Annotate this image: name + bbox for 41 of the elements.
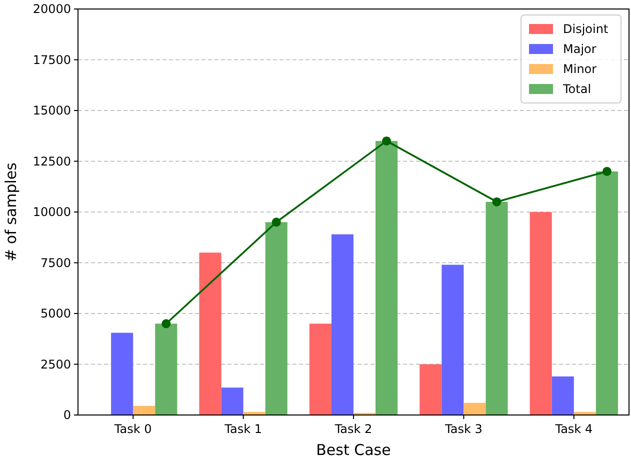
point: [272, 218, 281, 227]
x-tick-label: Task 0: [113, 422, 152, 436]
y-tick-label: 15000: [32, 104, 71, 118]
bar: [265, 222, 288, 415]
bar: [596, 171, 618, 415]
bar: [464, 402, 486, 415]
legend-label: Disjoint: [563, 22, 608, 36]
y-tick-label: 5000: [40, 306, 71, 321]
point: [492, 197, 502, 206]
point: [602, 166, 612, 176]
bar: [111, 332, 134, 415]
bar: [155, 324, 178, 415]
bar: [442, 264, 464, 415]
bar: [133, 406, 156, 415]
y-axis-title: # of samples: [2, 162, 20, 262]
y-tick-label: 17500: [32, 52, 71, 67]
y-tick-label: 12500: [32, 154, 71, 168]
bar: [331, 234, 354, 415]
legend-label: Total: [562, 82, 592, 96]
bar: [221, 388, 244, 415]
bar: [199, 252, 222, 415]
y-tick-label: 10000: [32, 205, 71, 220]
y-tick-label: 0: [63, 408, 71, 422]
bar: [486, 202, 508, 415]
bar: [530, 212, 552, 415]
x-tick-label: Task 1: [224, 422, 262, 436]
y-tick-label: 20000: [32, 2, 71, 16]
bar: [552, 376, 574, 415]
bar: [420, 364, 442, 415]
x-axis-title: Best Case: [316, 441, 391, 459]
legend-label: Minor: [563, 62, 597, 76]
x-tick-label: Task 4: [554, 422, 593, 436]
x-tick-label: Task 2: [334, 422, 372, 436]
x-tick-label: Task 3: [444, 422, 482, 436]
bar: [309, 324, 332, 415]
point: [162, 319, 171, 328]
bar: [376, 140, 398, 415]
y-tick-label: 7500: [40, 256, 71, 270]
y-tick-label: 2500: [40, 357, 71, 372]
legend-label: Major: [563, 42, 596, 56]
point: [382, 136, 392, 146]
